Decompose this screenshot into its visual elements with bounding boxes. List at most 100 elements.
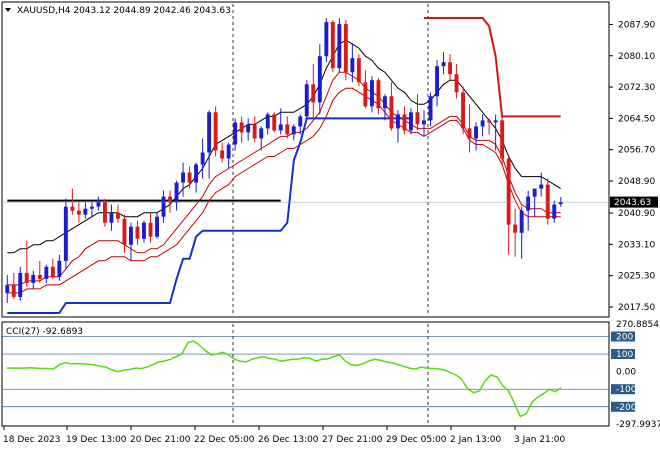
candle-body [506,158,511,225]
candle-body [83,208,88,215]
candle-body [259,128,264,139]
candle-body [428,96,433,121]
symbol-ohlc-readout: XAUUSD,H4 2043.12 2044.89 2042.46 2043.6… [17,6,231,16]
candle-body [389,96,394,129]
candle-body [422,120,426,125]
candle-body [291,126,296,135]
price-tick-label: 2033.10 [618,240,655,250]
time-tick-label: 29 Dec 05:00 [386,435,447,445]
cci-label: CCI(27) -92.6893 [6,327,83,337]
time-tick-label: 26 Dec 13:00 [258,435,319,445]
candle-body [5,284,10,293]
candle-body [552,204,557,219]
candle-body [500,120,505,159]
candle-body [233,122,238,145]
candle-body [402,114,407,131]
candle-body [142,222,146,239]
time-tick-label: 2 Jan 13:00 [450,435,502,445]
cci-tick-label: -200 [616,403,637,413]
candle-body [50,266,55,277]
candle-body [207,112,212,153]
candle-body [109,212,114,223]
cci-tick-label: 0.00 [616,368,636,378]
candle-body [31,274,36,283]
series-trail-stop-red [424,17,561,118]
price-tick-label: 2025.30 [618,272,655,282]
candle-body [370,80,374,107]
candle-body [454,74,459,93]
candle-body [272,114,277,131]
candle-body [116,212,120,219]
price-tick-label: 2017.50 [618,303,655,313]
candle-body [194,164,198,183]
x-axis-labels: 18 Dec 2023 19 Dec 13:00 20 Dec 21:00 22 De… [3,426,566,445]
candle-body [435,66,439,97]
current-price-label: 2043.63 [614,198,651,208]
candle-body [278,124,283,131]
candle-body [239,122,244,133]
candle-body [474,126,478,139]
candle-body [461,92,465,129]
cci-level-badge [611,401,635,412]
candle-body [103,200,107,223]
candle-body [298,116,303,127]
candle-body [376,80,381,109]
candle-body [343,24,348,73]
series-upper-band [7,39,561,254]
candle-body [76,210,81,215]
candle-body [324,22,329,57]
candle-body [24,272,29,283]
price-tick-label: 2072.30 [618,83,655,93]
candle-body [226,144,231,159]
time-tick-label: 3 Jan 21:00 [514,435,566,445]
cci-tick-label: -100 [616,385,637,395]
candle-body [558,202,563,205]
candle-body [174,182,179,203]
candle-body [181,172,185,183]
candle-body [129,226,133,245]
candle-body [441,62,446,67]
candle-body [545,184,550,219]
price-tick-label: 2064.50 [618,114,655,124]
cci-tick-label: 270.8854 [616,320,659,330]
cci-level-badge [611,384,635,395]
candle-body [70,206,75,211]
candle-body [220,150,225,159]
candle-body [513,224,518,233]
cci-level-badge [611,331,635,342]
price-tick-label: 2080.10 [618,52,655,62]
candle-body [448,62,452,75]
candle-body [90,206,94,209]
candle-body [317,56,322,103]
cci-tick-label: 100 [616,350,633,360]
y-axis-labels: 2087.90 2080.10 2072.30 2064.50 2056.70 2048.… [609,21,660,430]
candles [5,18,563,303]
candle-body [246,124,251,133]
candle-body [122,218,127,245]
current-price-box [610,196,658,208]
candle-body [161,196,166,217]
candle-body [304,84,309,117]
vertical-grid [232,4,429,424]
cci-line [6,340,562,418]
candle-body [519,210,524,233]
candle-body [526,196,531,211]
time-tick-label: 27 Dec 21:00 [322,435,383,445]
candle-body [11,284,16,297]
dropdown-arrow-icon[interactable] [5,8,11,12]
candle-body [200,152,205,165]
candle-body [18,272,23,297]
candle-body [44,266,49,279]
candle-body [487,120,492,123]
time-tick-label: 18 Dec 2023 [3,435,61,445]
candle-body [57,260,62,277]
candle-body [409,112,413,131]
series-trail-stop-blue [7,117,411,314]
candle-body [415,112,420,125]
candle-body [155,216,159,237]
cci-series-line [6,340,562,418]
candle-body [467,128,472,139]
cci-pane-frame [1,321,610,427]
candle-body [187,172,192,183]
